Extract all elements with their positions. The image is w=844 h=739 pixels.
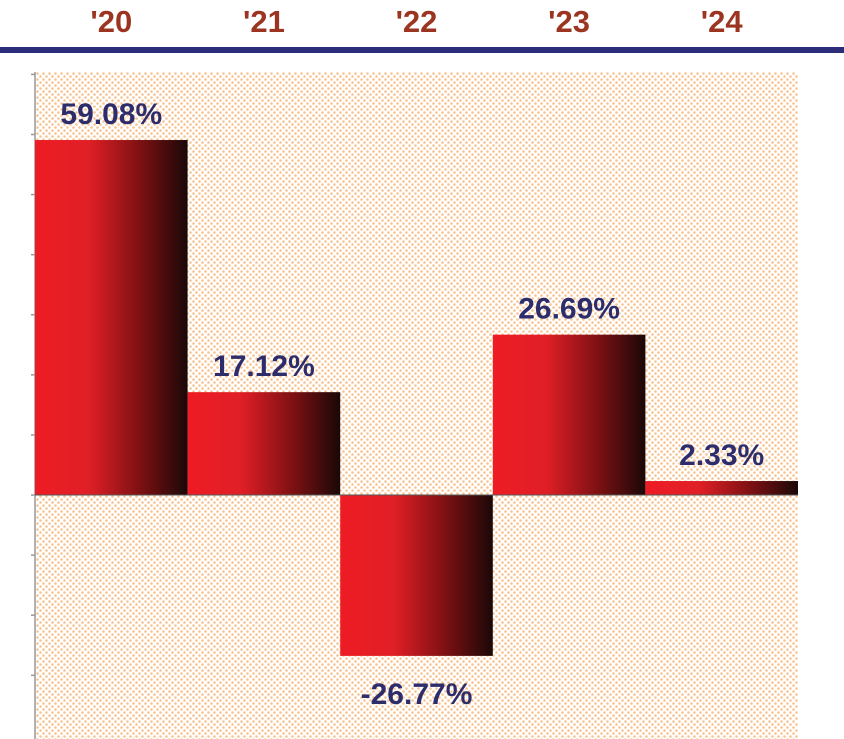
x-tick-label: '20	[90, 4, 132, 39]
bar	[645, 481, 798, 496]
value-label: 59.08%	[60, 98, 162, 131]
x-tick-label: '22	[396, 4, 438, 39]
value-label: 2.33%	[679, 439, 764, 472]
bar	[492, 334, 646, 496]
x-tick-label: '23	[548, 4, 590, 39]
bar	[35, 140, 188, 496]
x-tick-label: '21	[243, 4, 285, 39]
header-rule	[0, 47, 844, 53]
value-label: -26.77%	[361, 678, 473, 711]
bar	[187, 392, 341, 496]
value-label: 26.69%	[518, 293, 620, 326]
value-label: 17.12%	[213, 350, 315, 383]
bar	[340, 495, 493, 656]
x-tick-label: '24	[701, 4, 744, 39]
